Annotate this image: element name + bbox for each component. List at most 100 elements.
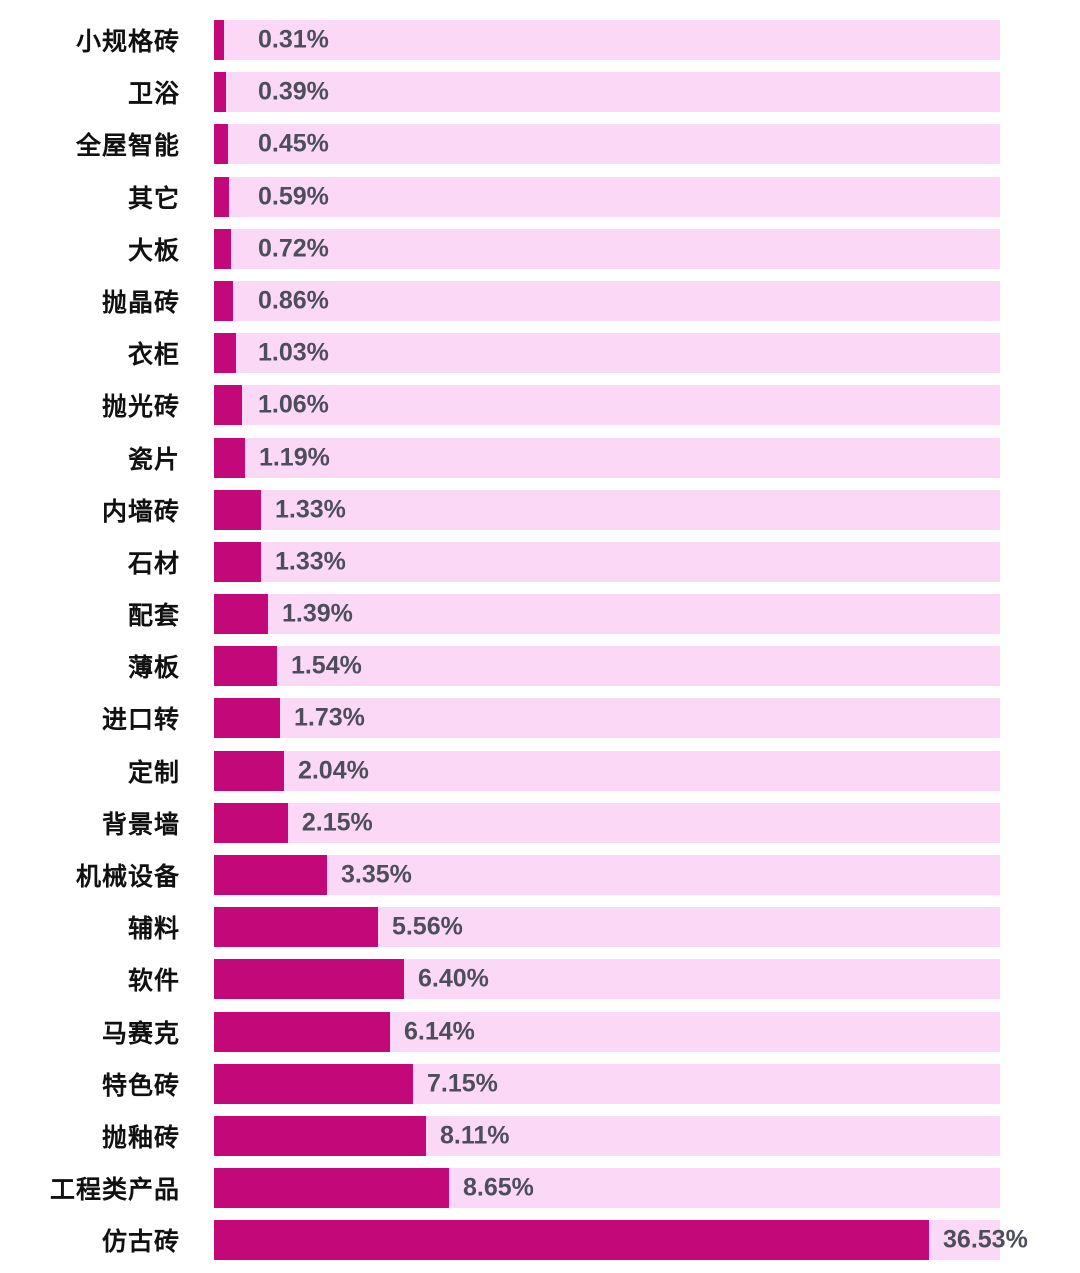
chart-row: 机械设备 3.35% <box>0 855 1080 895</box>
category-label: 薄板 <box>127 654 180 683</box>
chart-row: 薄板 1.54% <box>0 646 1080 687</box>
category-label: 内墙砖 <box>101 497 180 526</box>
value-label: 0.72% <box>258 234 329 263</box>
category-label: 特色砖 <box>101 1071 180 1100</box>
category-label: 背景墙 <box>101 810 180 839</box>
bar-track: 2.04% <box>214 750 1000 791</box>
value-label: 0.59% <box>258 182 329 211</box>
bar-track: 1.73% <box>214 698 1000 739</box>
chart-row: 抛光砖 1.06% <box>0 385 1080 426</box>
bar <box>214 750 284 791</box>
bar-track: 1.33% <box>214 489 1000 530</box>
chart-row: 全屋智能 0.45% <box>0 124 1080 165</box>
bar-track: 1.33% <box>214 541 1000 582</box>
category-label: 卫浴 <box>127 80 180 109</box>
category-label: 配套 <box>127 602 180 631</box>
bar-track: 6.14% <box>214 1011 1000 1052</box>
chart-row: 抛晶砖 0.86% <box>0 280 1080 321</box>
bar-track: 8.11% <box>214 1115 1000 1156</box>
value-label: 8.11% <box>439 1121 510 1150</box>
chart-row: 小规格砖 0.31% <box>0 20 1080 60</box>
category-label: 定制 <box>127 758 180 787</box>
value-label: 1.03% <box>258 338 329 367</box>
value-label: 1.33% <box>275 547 346 576</box>
bar <box>214 1115 426 1156</box>
category-label: 石材 <box>127 549 180 578</box>
bar <box>214 228 231 269</box>
value-label: 0.39% <box>258 77 329 106</box>
category-label: 其它 <box>127 184 180 213</box>
value-label: 7.15% <box>427 1069 498 1098</box>
chart-row: 抛釉砖 8.11% <box>0 1115 1080 1156</box>
value-label: 1.39% <box>281 599 353 628</box>
bar <box>214 72 227 113</box>
bar <box>214 124 228 165</box>
value-label: 1.73% <box>294 703 365 732</box>
category-label: 工程类产品 <box>49 1176 180 1205</box>
chart-row: 工程类产品 8.65% <box>0 1168 1080 1209</box>
chart-row: 软件 6.40% <box>0 959 1080 1000</box>
value-label: 1.54% <box>290 651 362 680</box>
chart-row: 背景墙 2.15% <box>0 802 1080 843</box>
chart-row: 进口转 1.73% <box>0 698 1080 739</box>
bar-track: 1.19% <box>214 437 1000 478</box>
chart-row: 石材 1.33% <box>0 541 1080 582</box>
value-label: 0.86% <box>258 286 329 315</box>
chart-row: 马赛克 6.14% <box>0 1011 1080 1052</box>
bar <box>214 646 277 687</box>
bar <box>214 176 229 217</box>
value-label: 8.65% <box>463 1173 534 1202</box>
chart-row: 瓷片 1.19% <box>0 437 1080 478</box>
category-label: 大板 <box>127 236 180 265</box>
category-label: 仿古砖 <box>101 1228 180 1257</box>
bar-track: 0.86% <box>214 280 1000 321</box>
bar <box>214 541 261 582</box>
category-label: 抛晶砖 <box>101 288 180 317</box>
bar <box>214 959 404 1000</box>
bar-track: 0.45% <box>214 124 1000 165</box>
bar-track: 1.54% <box>214 646 1000 687</box>
bar-track: 2.15% <box>214 802 1000 843</box>
bar <box>214 333 236 374</box>
chart-row: 辅料 5.56% <box>0 907 1080 948</box>
chart-row: 定制 2.04% <box>0 750 1080 791</box>
bar <box>214 594 268 635</box>
bar <box>214 1220 930 1261</box>
bar-track: 6.40% <box>214 959 1000 1000</box>
chart-row: 仿古砖 36.53% <box>0 1220 1080 1261</box>
value-label: 1.06% <box>258 390 329 419</box>
category-label: 进口转 <box>101 706 180 735</box>
category-label: 全屋智能 <box>75 132 180 161</box>
chart-row: 其它 0.59% <box>0 176 1080 217</box>
chart-row: 衣柜 1.03% <box>0 333 1080 374</box>
value-label: 3.35% <box>341 860 412 889</box>
value-label: 0.45% <box>258 129 329 158</box>
value-label: 1.19% <box>258 443 330 471</box>
bar <box>214 1011 390 1052</box>
value-label: 36.53% <box>943 1225 1028 1254</box>
value-label: 2.04% <box>297 756 369 785</box>
value-label: 5.56% <box>391 912 463 941</box>
category-label: 辅料 <box>127 915 180 944</box>
chart-row: 卫浴 0.39% <box>0 72 1080 113</box>
category-label: 抛光砖 <box>101 393 180 422</box>
category-label: 机械设备 <box>75 863 180 891</box>
bar <box>214 437 245 478</box>
bar-track: 36.53% <box>214 1220 1028 1261</box>
bar-track: 1.39% <box>214 594 1000 635</box>
bar <box>214 489 261 530</box>
bar <box>214 907 378 948</box>
bar-track: 1.03% <box>214 333 1000 374</box>
bar-track: 8.65% <box>214 1168 1000 1209</box>
category-label: 抛釉砖 <box>101 1123 180 1152</box>
chart-row: 大板 0.72% <box>0 228 1080 269</box>
bar <box>214 1063 413 1104</box>
bar-track: 3.35% <box>214 855 1000 895</box>
chart-row: 配套 1.39% <box>0 594 1080 635</box>
value-label: 6.14% <box>403 1017 475 1046</box>
bar <box>214 20 224 60</box>
bar-track: 0.59% <box>214 176 1000 217</box>
bar-track: 0.39% <box>214 72 1000 113</box>
